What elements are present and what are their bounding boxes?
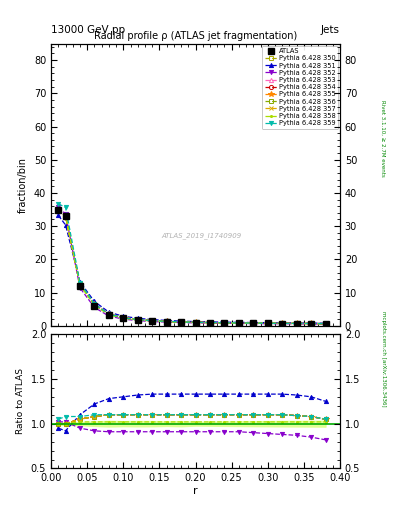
Text: Rivet 3.1.10, ≥ 2.7M events: Rivet 3.1.10, ≥ 2.7M events: [381, 100, 386, 177]
Y-axis label: Ratio to ATLAS: Ratio to ATLAS: [16, 368, 25, 434]
Text: mcplots.cern.ch [arXiv:1306.3436]: mcplots.cern.ch [arXiv:1306.3436]: [381, 311, 386, 406]
Legend: ATLAS, Pythia 6.428 350, Pythia 6.428 351, Pythia 6.428 352, Pythia 6.428 353, P: ATLAS, Pythia 6.428 350, Pythia 6.428 35…: [262, 46, 338, 129]
Title: Radial profile ρ (ATLAS jet fragmentation): Radial profile ρ (ATLAS jet fragmentatio…: [94, 31, 297, 41]
Y-axis label: fraction/bin: fraction/bin: [18, 157, 28, 212]
X-axis label: r: r: [193, 486, 198, 496]
Text: ATLAS_2019_I1740909: ATLAS_2019_I1740909: [161, 232, 241, 239]
Text: Jets: Jets: [321, 25, 340, 35]
Text: 13000 GeV pp: 13000 GeV pp: [51, 25, 125, 35]
